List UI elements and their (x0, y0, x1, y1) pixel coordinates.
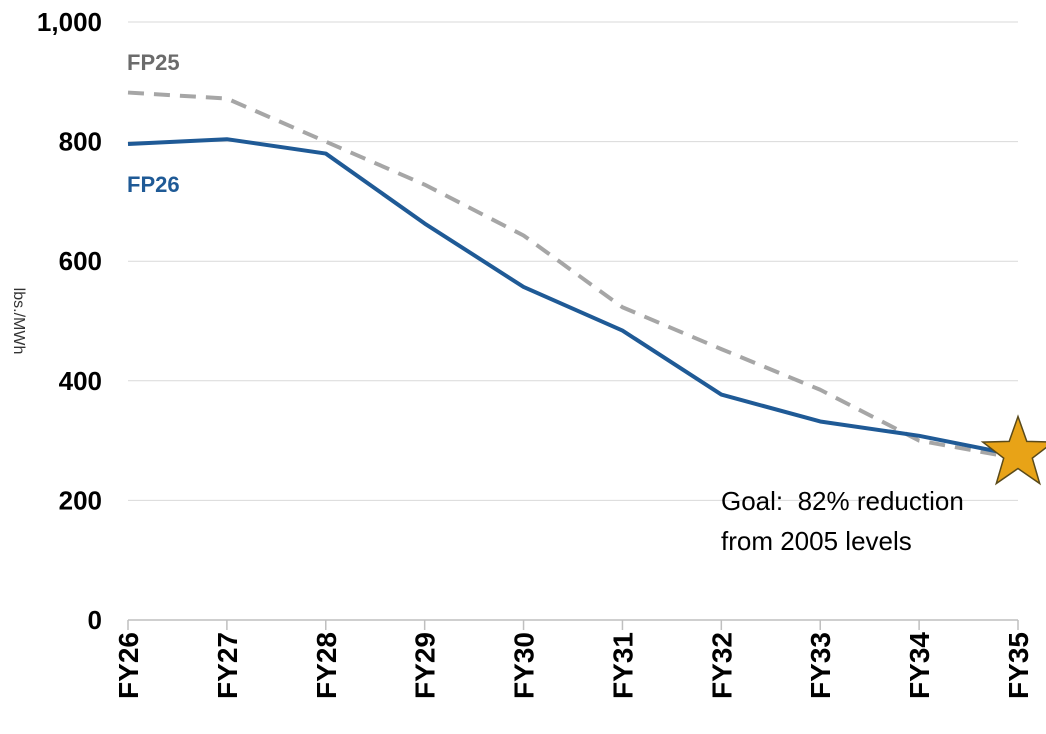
y-axis-label: lbs./MWh (10, 288, 27, 355)
goal-annotation-line-1: Goal: 82% reduction (721, 486, 964, 516)
goal-annotation: Goal: 82% reduction from 2005 levels (721, 414, 1046, 556)
series-label-FP26: FP26 (127, 172, 180, 197)
x-tick-label-FY31: FY31 (607, 632, 638, 699)
x-tick-label-FY27: FY27 (212, 632, 243, 699)
x-tick-label-FY33: FY33 (805, 632, 836, 699)
y-axis-ticks: 0 200 400 600 800 1,000 (37, 7, 102, 635)
series-line-FP26 (127, 137, 1019, 458)
gridlines (128, 21, 1018, 501)
y-tick-label-1000: 1,000 (37, 7, 102, 37)
x-tick-label-FY35: FY35 (1003, 632, 1034, 699)
goal-star-marker (980, 414, 1046, 486)
x-tick-label-FY29: FY29 (410, 632, 441, 699)
y-tick-label-400: 400 (59, 366, 102, 396)
x-axis: FY26 FY27 FY28 FY29 FY30 FY31 FY32 FY33 FY34 FY35 (113, 619, 1034, 699)
y-tick-label-800: 800 (59, 127, 102, 157)
series-lines (127, 90, 1019, 461)
x-tick-label-FY34: FY34 (904, 632, 935, 699)
series-labels: FP25 FP26 (127, 50, 180, 197)
x-tick-label-FY32: FY32 (706, 632, 737, 699)
y-tick-label-0: 0 (88, 605, 102, 635)
x-tick-label-FY30: FY30 (509, 632, 540, 699)
y-tick-label-200: 200 (59, 485, 102, 515)
x-tick-label-FY28: FY28 (311, 632, 342, 699)
x-tick-label-FY26: FY26 (113, 632, 144, 699)
series-line-FP25 (127, 90, 1019, 461)
series-label-FP25: FP25 (127, 50, 180, 75)
y-tick-label-600: 600 (59, 246, 102, 276)
goal-annotation-line-2: from 2005 levels (721, 526, 912, 556)
